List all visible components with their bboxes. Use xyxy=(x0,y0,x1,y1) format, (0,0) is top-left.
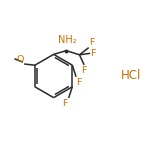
Text: F: F xyxy=(62,99,68,108)
Text: F: F xyxy=(81,66,87,75)
Text: NH₂: NH₂ xyxy=(59,35,77,45)
Text: O: O xyxy=(16,55,24,64)
Text: F: F xyxy=(89,38,95,47)
Text: HCl: HCl xyxy=(121,69,141,83)
Text: F: F xyxy=(77,78,82,87)
Text: F: F xyxy=(91,49,96,58)
